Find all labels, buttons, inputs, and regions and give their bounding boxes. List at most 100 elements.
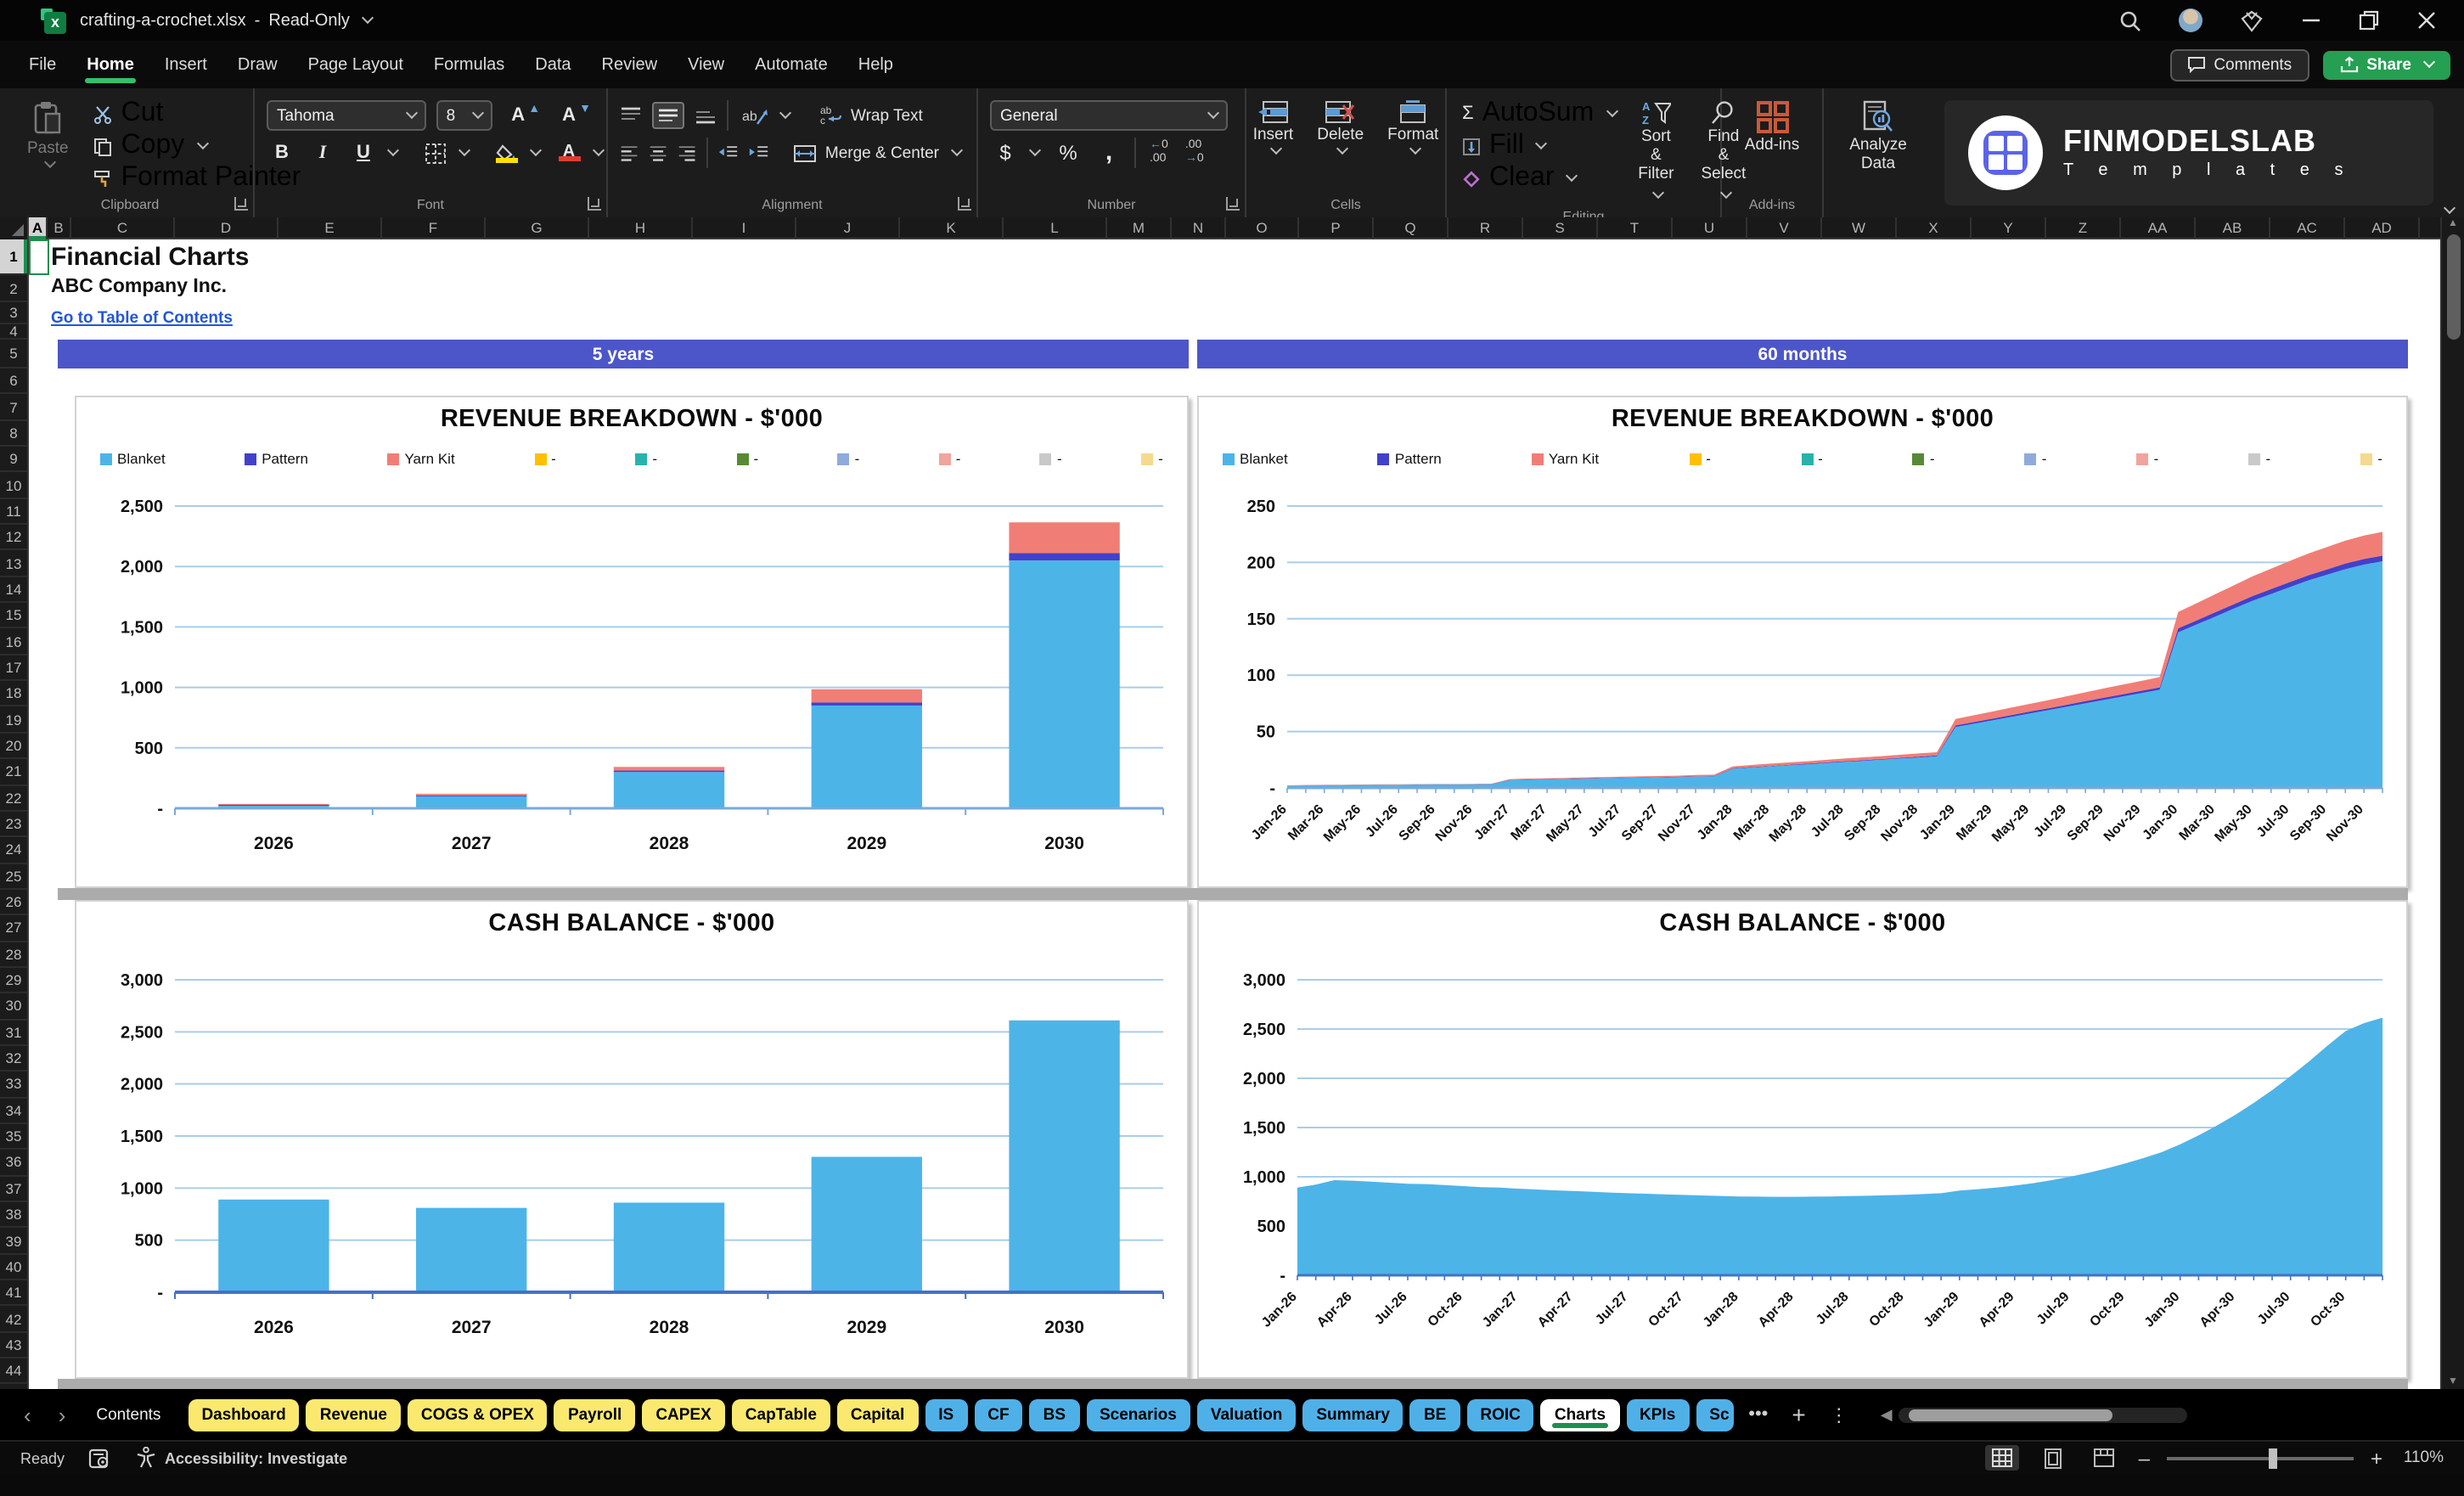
ribbon-tab-draw[interactable]: Draw [237,55,278,74]
number-dialog-launcher[interactable] [1226,197,1240,211]
borders-button[interactable] [421,138,472,168]
column-header-AB[interactable]: AB [2196,217,2270,239]
row-header-32[interactable]: 32 [0,1046,27,1072]
column-header-Q[interactable]: Q [1374,217,1449,239]
column-header-AD[interactable]: AD [2345,217,2420,239]
sheet-tab-valuation[interactable]: Valuation [1196,1398,1297,1431]
row-header-29[interactable]: 29 [0,968,27,994]
sheet-tab-scenarios[interactable]: Scenarios [1086,1398,1190,1431]
row-header-43[interactable]: 43 [0,1332,27,1359]
row-header-33[interactable]: 33 [0,1072,27,1099]
new-sheet-button[interactable]: + [1792,1401,1806,1428]
column-header-U[interactable]: U [1673,217,1747,239]
column-header-F[interactable]: F [382,217,486,239]
row-header-6[interactable]: 6 [0,368,27,395]
paste-button[interactable]: Paste [19,97,77,194]
collapse-ribbon-chevron-icon[interactable] [2443,201,2456,215]
chart-revenue-breakdown-60m[interactable]: REVENUE BREAKDOWN - $'000 Blanket Pattern Y… [1197,396,2408,888]
align-left-icon[interactable] [620,143,639,163]
column-header-R[interactable]: R [1449,217,1523,239]
restore-button[interactable] [2359,10,2379,31]
row-header-39[interactable]: 39 [0,1229,27,1255]
zoom-slider[interactable] [2166,1448,2354,1468]
zoom-slider-thumb[interactable] [2269,1448,2278,1468]
sheet-tab-charts[interactable]: Charts [1540,1398,1620,1431]
grow-font-button[interactable]: A ▲ [511,103,541,126]
user-avatar[interactable] [2179,8,2202,32]
sheet-tab-bs[interactable]: BS [1029,1398,1079,1431]
page-layout-view-button[interactable] [2037,1445,2071,1471]
delete-cells-button[interactable]: Delete [1308,97,1372,156]
sheet-tab-payroll[interactable]: Payroll [554,1398,636,1431]
chart-revenue-breakdown-5y[interactable]: REVENUE BREAKDOWN - $'000 Blanket Pattern Y… [75,396,1189,888]
column-header-D[interactable]: D [175,217,278,239]
column-header-Z[interactable]: Z [2046,217,2121,239]
row-header-1[interactable]: 1 [0,239,27,275]
sheet-tab-is[interactable]: IS [925,1398,968,1431]
comments-button[interactable]: Comments [2169,48,2309,81]
column-header-P[interactable]: P [1299,217,1374,239]
autosum-button[interactable]: Σ AutoSum [1459,98,1619,129]
column-header-AC[interactable]: AC [2270,217,2345,239]
horizontal-scrollbar[interactable] [1899,1407,2188,1422]
row-header-37[interactable]: 37 [0,1176,27,1202]
more-sheets-button[interactable]: ••• [1748,1404,1769,1425]
hscroll-left-arrow-icon[interactable]: ◀ [1880,1405,1893,1422]
sheet-tab-cf[interactable]: CF [974,1398,1023,1431]
font-size-select[interactable]: 8 [436,100,493,131]
sheet-tab-capital[interactable]: Capital [836,1398,919,1431]
row-header-41[interactable]: 41 [0,1280,27,1307]
column-header-C[interactable]: C [71,217,175,239]
orientation-button[interactable]: ab [739,100,793,131]
font-dialog-launcher[interactable] [588,197,601,211]
row-header-21[interactable]: 21 [0,759,27,785]
sheet-tab-cogs-opex[interactable]: COGS & OPEX [407,1398,548,1431]
search-icon[interactable] [2119,9,2141,31]
column-header-M[interactable]: M [1107,217,1172,239]
zoom-level[interactable]: 110% [2403,1448,2444,1467]
column-header-V[interactable]: V [1747,217,1822,239]
row-header-45[interactable]: 45 [0,1385,27,1389]
row-header-44[interactable]: 44 [0,1358,27,1385]
ribbon-tab-review[interactable]: Review [601,55,658,74]
minimize-button[interactable] [2301,10,2321,31]
row-header-20[interactable]: 20 [0,734,27,760]
row-header-12[interactable]: 12 [0,525,27,551]
format-painter-button[interactable]: Format Painter [91,163,305,194]
row-header-2[interactable]: 2 [0,275,27,302]
italic-button[interactable]: I [318,143,327,163]
sheet-tab-roic[interactable]: ROIC [1466,1398,1534,1431]
wrap-text-button[interactable]: ab c Wrap Text [820,105,923,126]
copy-button[interactable]: Copy [91,131,305,161]
column-header-J[interactable]: J [796,217,900,239]
readonly-badge[interactable]: Read-Only [268,11,350,30]
column-header-I[interactable]: I [693,217,796,239]
vertical-scrollbar-thumb[interactable] [2447,234,2461,340]
row-header-36[interactable]: 36 [0,1150,27,1177]
column-header-AA[interactable]: AA [2121,217,2196,239]
close-button[interactable] [2416,10,2437,31]
row-header-28[interactable]: 28 [0,942,27,968]
column-header-G[interactable]: G [486,217,589,239]
column-header-S[interactable]: S [1523,217,1598,239]
ribbon-tab-home[interactable]: Home [71,47,149,82]
row-header-27[interactable]: 27 [0,915,27,942]
row-header-26[interactable]: 26 [0,890,27,916]
chart-cash-balance-60m[interactable]: CASH BALANCE - $'000 - 500 1,000 1,500 2,000 2… [1197,900,2408,1379]
underline-button[interactable]: U [348,138,401,168]
ribbon-tab-insert[interactable]: Insert [164,55,207,74]
row-header-7[interactable]: 7 [0,395,27,421]
row-header-19[interactable]: 19 [0,707,27,734]
column-header-T[interactable]: T [1598,217,1673,239]
column-header-W[interactable]: W [1822,217,1897,239]
share-button[interactable]: Share [2322,50,2450,79]
column-header-Y[interactable]: Y [1972,217,2046,239]
chevron-down-icon[interactable] [361,11,374,25]
sheet-tab-sc[interactable]: Sc [1696,1398,1734,1431]
page-break-view-button[interactable] [2088,1445,2122,1471]
select-all-corner[interactable] [0,217,29,239]
accounting-format-button[interactable]: $ [990,138,1043,168]
row-header-24[interactable]: 24 [0,837,27,864]
ribbon-tab-view[interactable]: View [688,55,725,74]
